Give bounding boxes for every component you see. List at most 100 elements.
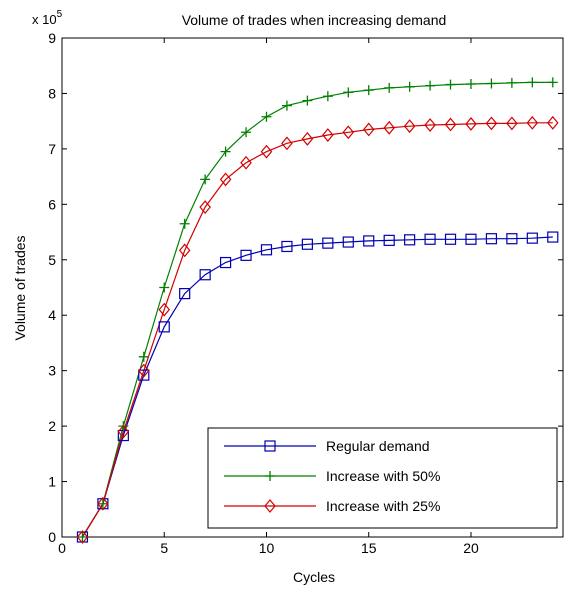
y-tick-label: 6 bbox=[48, 196, 56, 212]
data-point-series-3 bbox=[362, 122, 375, 137]
data-point-series-3 bbox=[281, 136, 293, 151]
data-point-series-3 bbox=[506, 116, 518, 131]
data-point-series-2 bbox=[322, 91, 333, 102]
data-point-series-1 bbox=[199, 269, 211, 281]
data-point-series-3 bbox=[342, 125, 355, 140]
data-point-series-2 bbox=[97, 498, 108, 509]
data-point-series-2 bbox=[179, 218, 190, 229]
data-point-series-2 bbox=[281, 100, 292, 111]
data-point-series-1 bbox=[219, 256, 232, 269]
y-tick-label: 0 bbox=[48, 529, 56, 545]
legend-label: Increase with 25% bbox=[326, 498, 440, 514]
x-tick-label: 15 bbox=[361, 540, 377, 556]
legend-marker bbox=[265, 471, 275, 481]
y-tick-label: 8 bbox=[48, 85, 56, 101]
data-point-series-3 bbox=[546, 115, 559, 130]
data-point-series-3 bbox=[97, 496, 109, 511]
legend-box bbox=[207, 427, 558, 529]
data-point-series-2 bbox=[138, 351, 149, 362]
data-point-series-1 bbox=[404, 234, 416, 246]
data-point-series-1 bbox=[240, 249, 252, 261]
series-line-1 bbox=[81, 236, 553, 538]
data-point-series-2 bbox=[547, 77, 558, 88]
data-point-series-1 bbox=[158, 321, 170, 333]
data-point-series-1 bbox=[260, 244, 273, 256]
y-tick-label: 7 bbox=[48, 141, 56, 157]
y-tick-label: 5 bbox=[48, 252, 56, 268]
y-tick-label: 3 bbox=[48, 363, 56, 379]
data-point-series-3 bbox=[260, 144, 273, 159]
data-point-series-2 bbox=[159, 282, 170, 293]
data-point-series-1 bbox=[322, 237, 334, 249]
data-point-series-3 bbox=[485, 116, 498, 131]
data-point-series-3 bbox=[76, 530, 89, 544]
data-point-series-1 bbox=[444, 233, 457, 245]
data-point-series-3 bbox=[117, 424, 130, 439]
data-point-series-2 bbox=[261, 111, 272, 122]
y-multiplier-base: x 10 bbox=[32, 12, 57, 27]
data-point-series-3 bbox=[158, 302, 171, 317]
y-multiplier-exponent: 5 bbox=[57, 9, 63, 20]
data-point-series-1 bbox=[281, 240, 293, 253]
data-point-series-1 bbox=[301, 238, 313, 250]
data-point-series-2 bbox=[527, 77, 538, 88]
data-point-series-2 bbox=[506, 77, 517, 88]
data-point-series-1 bbox=[547, 231, 559, 243]
data-point-series-1 bbox=[506, 233, 518, 245]
data-point-series-1 bbox=[342, 236, 354, 248]
y-tick-label: 1 bbox=[48, 474, 56, 490]
plot-area: 0 5 10 15 20 0 1 2 3 4 5 6 7 8 9 Regular demand Increase… bbox=[48, 30, 564, 556]
data-point-series-3 bbox=[240, 155, 252, 170]
data-point-series-3 bbox=[301, 131, 314, 146]
data-point-series-3 bbox=[403, 119, 416, 134]
data-point-series-3 bbox=[526, 115, 539, 130]
data-point-series-2 bbox=[220, 146, 231, 157]
data-point-series-2 bbox=[200, 174, 211, 185]
data-point-series-2 bbox=[363, 85, 374, 96]
x-tick-label: 0 bbox=[58, 540, 66, 556]
y-tick-label: 4 bbox=[48, 307, 56, 323]
data-point-series-3 bbox=[219, 172, 232, 187]
legend-marker bbox=[264, 499, 276, 513]
data-point-series-3 bbox=[444, 117, 457, 132]
data-point-series-2 bbox=[384, 82, 395, 93]
data-point-series-1 bbox=[526, 232, 538, 244]
data-point-series-3 bbox=[322, 128, 334, 142]
x-tick-label: 10 bbox=[259, 540, 275, 556]
chart-title: Volume of trades when increasing demand bbox=[182, 12, 447, 28]
data-point-series-3 bbox=[178, 243, 191, 258]
x-axis-label: Cycles bbox=[293, 569, 335, 585]
y-axis-label: Volume of trades bbox=[12, 235, 28, 340]
data-point-series-3 bbox=[465, 117, 477, 131]
series-line-3 bbox=[81, 122, 553, 538]
data-point-series-3 bbox=[138, 363, 150, 378]
legend-label: Regular demand bbox=[326, 438, 430, 454]
data-point-series-2 bbox=[465, 79, 476, 90]
legend-marker bbox=[264, 440, 276, 452]
data-point-series-2 bbox=[425, 80, 436, 91]
data-point-series-2 bbox=[445, 79, 456, 90]
data-point-series-2 bbox=[302, 95, 313, 106]
data-point-series-2 bbox=[486, 78, 497, 89]
x-tick-label: 5 bbox=[160, 540, 168, 556]
data-point-series-2 bbox=[241, 127, 252, 138]
y-multiplier-label: x 105 bbox=[32, 9, 63, 27]
data-point-series-1 bbox=[485, 233, 498, 245]
data-point-series-1 bbox=[179, 287, 191, 300]
y-tick-label: 2 bbox=[48, 418, 56, 434]
data-point-series-1 bbox=[424, 233, 436, 245]
data-point-series-3 bbox=[199, 200, 211, 215]
data-point-series-3 bbox=[383, 120, 395, 135]
data-point-series-3 bbox=[424, 118, 436, 132]
data-point-series-1 bbox=[363, 235, 375, 247]
x-tick-label: 20 bbox=[463, 540, 479, 556]
legend-label: Increase with 50% bbox=[326, 468, 440, 484]
data-point-series-1 bbox=[138, 369, 150, 381]
data-point-series-1 bbox=[465, 233, 477, 245]
y-tick-label: 9 bbox=[48, 30, 56, 46]
data-point-series-2 bbox=[77, 532, 88, 542]
data-point-series-1 bbox=[383, 234, 395, 246]
legend: Regular demand Increase with 50% Increase … bbox=[207, 427, 558, 529]
data-point-series-2 bbox=[343, 87, 354, 98]
